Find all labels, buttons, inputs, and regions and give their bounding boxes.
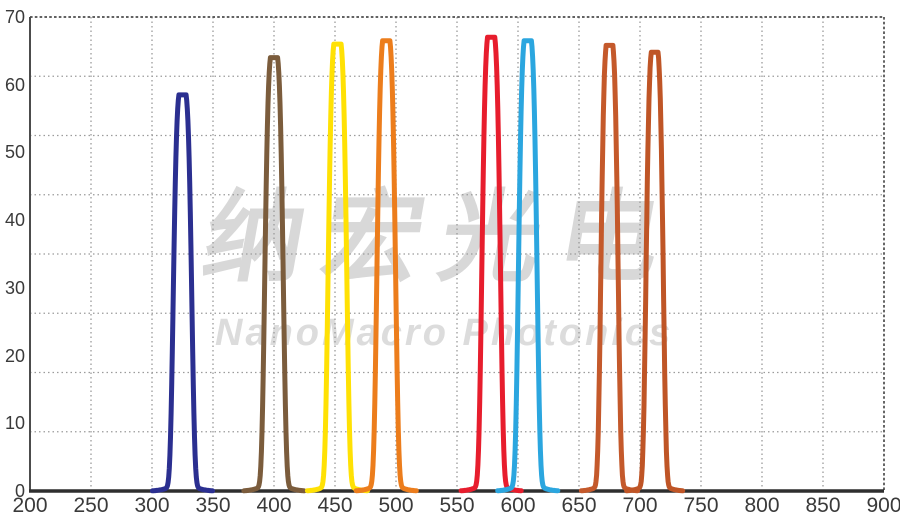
curve-band-492nm [353, 38, 419, 494]
y-tick-label-20: 20 [4, 345, 25, 366]
curve-band-675nm [578, 42, 641, 494]
x-tick-label-700: 700 [622, 494, 658, 517]
x-tick-label-400: 400 [256, 494, 292, 517]
x-tick-label-900: 900 [866, 494, 900, 517]
curves-layer [149, 34, 686, 494]
x-tick-label-550: 550 [439, 494, 475, 517]
y-tick-label-60: 60 [4, 74, 25, 95]
x-tick-label-600: 600 [500, 494, 536, 517]
curve-band-400nm [241, 55, 307, 494]
curve-band-608nm [495, 38, 561, 494]
x-tick-label-850: 850 [805, 494, 841, 517]
curve-band-325nm [149, 92, 216, 494]
x-tick-label-750: 750 [683, 494, 719, 517]
x-tick-label-250: 250 [73, 494, 109, 517]
y-tick-label-70: 70 [4, 7, 25, 27]
x-tick-label-450: 450 [317, 494, 353, 517]
curve-band-578nm [458, 34, 524, 494]
y-tick-label-50: 50 [4, 142, 25, 163]
watermark-english: NanoMacro Photonics [215, 312, 674, 354]
x-tick-label-300: 300 [134, 494, 170, 517]
x-tick-label-200: 200 [12, 494, 48, 517]
y-tick-label-30: 30 [4, 277, 25, 298]
x-tick-label-500: 500 [378, 494, 414, 517]
y-tick-label-0: 0 [14, 481, 25, 501]
y-tick-label-10: 10 [4, 413, 25, 434]
frame-layer [29, 16, 885, 493]
curve-band-452nm [304, 41, 370, 494]
y-tick-label-40: 40 [4, 210, 25, 231]
curve-band-712nm [624, 49, 686, 494]
grid-layer [30, 17, 884, 491]
x-tick-label-800: 800 [744, 494, 780, 517]
x-tick-label-650: 650 [561, 494, 597, 517]
x-tick-label-350: 350 [195, 494, 231, 517]
